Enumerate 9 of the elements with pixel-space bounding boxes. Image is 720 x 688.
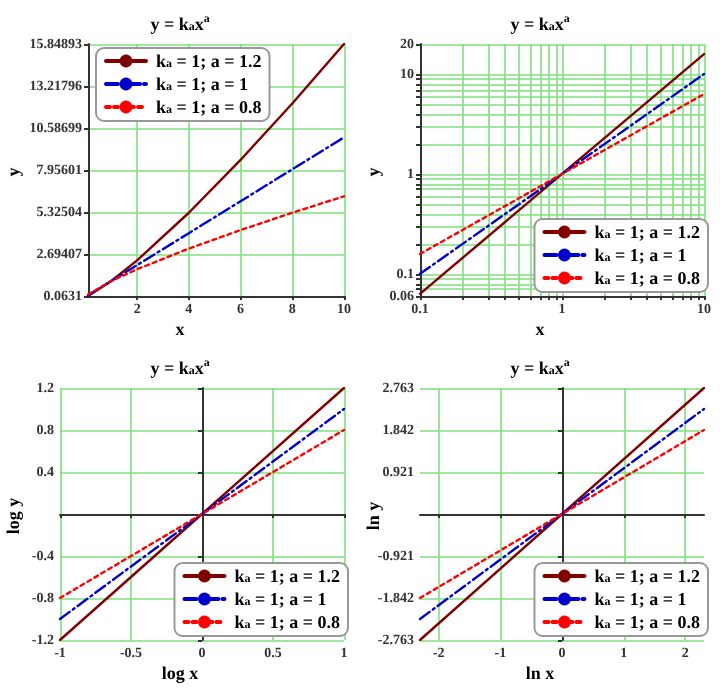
y-axis-title: y	[363, 166, 383, 177]
y-axis-title: y	[3, 166, 23, 177]
y-axis-title: log y	[3, 496, 23, 535]
x-axis-title: ln x	[525, 663, 556, 683]
x-axis-title: log x	[161, 663, 200, 683]
x-axis-title: x	[175, 319, 186, 339]
line-series	[86, 42, 346, 298]
x-axis-title: x	[535, 319, 546, 339]
y-axis-title: ln y	[363, 500, 383, 531]
